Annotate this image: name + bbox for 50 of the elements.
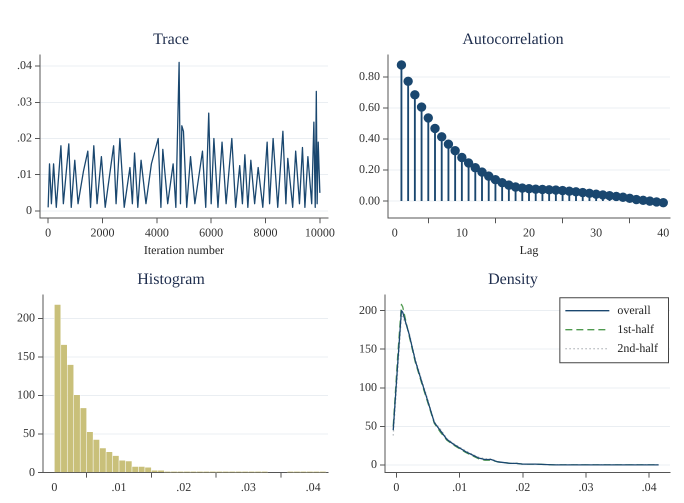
x-tick-label: 8000 [254,226,278,240]
y-tick-label: 150 [359,341,377,356]
y-tick-label: 50 [365,418,377,432]
chart-title: Histogram [137,270,206,288]
x-tick-label: .01 [112,480,127,494]
y-tick-label: 0.00 [359,193,380,208]
y-tick-label: 0 [29,464,35,479]
y-tick-label: 0 [371,457,377,472]
x-tick-label: .04 [306,480,321,494]
chart-title: Trace [153,30,189,48]
x-tick-label: 10 [456,226,468,240]
x-tick-label: .02 [176,480,192,494]
x-tick-label: 20 [523,226,535,240]
x-axis-title: Iteration number [144,242,224,257]
x-tick-label: .03 [578,480,594,494]
x-tick-label: 0 [51,480,58,494]
legend-label: 1st-half [617,322,654,336]
y-tick-label: 50 [23,426,35,440]
y-tick-label: .02 [17,130,32,145]
x-tick-label: 6000 [199,226,224,240]
legend-label: 2nd-half [617,340,658,355]
y-tick-label: .03 [17,94,32,108]
y-tick-label: 0.20 [359,162,380,176]
x-tick-label: 0 [45,226,52,240]
x-tick-label: 0 [393,480,400,494]
x-tick-label: .02 [515,480,530,494]
chart-title: Autocorrelation [462,30,564,48]
x-tick-label: .03 [240,480,256,494]
y-tick-label: .04 [17,58,32,72]
x-tick-label: 30 [590,226,602,240]
x-tick-label: 2000 [90,226,114,240]
chart-title: Density [488,270,538,288]
x-tick-label: 10000 [304,226,335,240]
y-tick-label: 0.40 [359,131,380,146]
x-tick-label: 4000 [144,226,169,240]
y-tick-label: 0.60 [359,100,380,114]
y-tick-label: 0 [26,203,32,218]
y-tick-label: 100 [17,388,35,402]
x-tick-label: 0 [392,226,398,240]
x-tick-label: .01 [452,480,468,494]
x-tick-label: .04 [642,480,657,494]
y-tick-label: 150 [17,349,35,364]
y-tick-label: .01 [17,166,32,181]
y-tick-label: 0.80 [359,69,380,84]
y-tick-label: 200 [17,310,35,324]
x-tick-label: 40 [657,226,670,240]
x-axis-title: Lag [520,242,538,257]
y-tick-label: 200 [359,302,377,317]
y-tick-label: 100 [359,380,377,394]
legend-label: overall [617,302,652,317]
